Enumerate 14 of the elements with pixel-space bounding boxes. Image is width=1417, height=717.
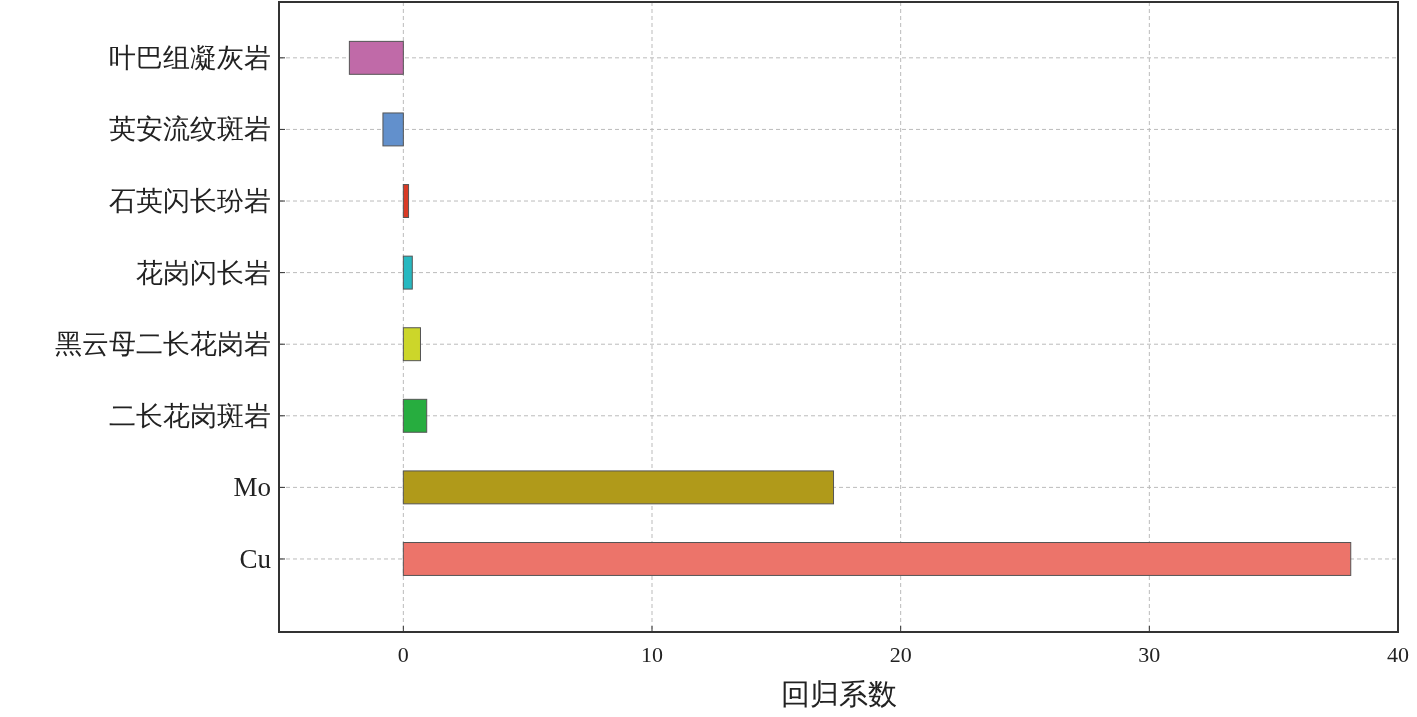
x-tick-label: 20 [889, 642, 912, 667]
x-tick-label: 10 [641, 642, 663, 667]
y-tick-label: Cu [239, 543, 272, 574]
x-tick-label: 0 [397, 642, 409, 667]
x-axis-title: 回归系数 [780, 678, 897, 710]
y-tick-label: 叶巴组凝灰岩 [109, 42, 271, 73]
x-tick-label: 40 [1387, 642, 1409, 667]
y-tick-label: 二长花岗斑岩 [109, 400, 271, 431]
y-tick-label: Mo [233, 472, 271, 503]
y-tick-label: 黑云母二长花岗岩 [55, 329, 271, 360]
y-tick-label: 英安流纹斑岩 [109, 114, 271, 145]
y-tick-label: 石英闪长玢岩 [109, 186, 271, 217]
y-tick-label: 花岗闪长岩 [136, 257, 271, 288]
x-tick-label: 30 [1138, 642, 1161, 667]
